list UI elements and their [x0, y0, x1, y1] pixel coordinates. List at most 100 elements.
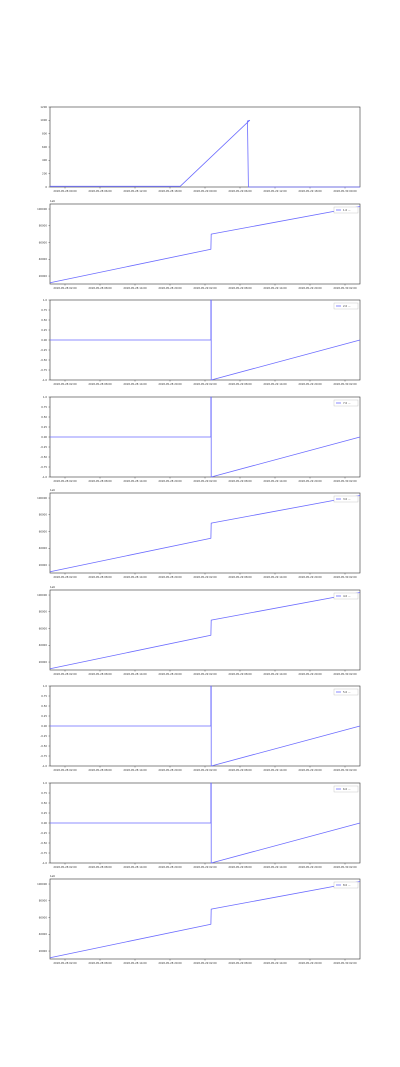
- y-tick-label: 40000: [39, 546, 48, 550]
- y-tick-label: -0.50: [40, 744, 47, 748]
- x-tick-label: 2018-05-29 14:00: [263, 672, 287, 676]
- plot-frame: [49, 106, 361, 188]
- x-tick-label: 2018-05-28 08:00: [88, 865, 112, 869]
- y-tick-label: 0.00: [41, 338, 47, 342]
- x-tick-label: 2018-05-28 08:00: [88, 382, 112, 386]
- series-line-1: [49, 495, 361, 573]
- chart-panel-8: 1.0 0.75 0.50 0.25 0.00 -0.25 -0.50 -0.75 -1.0 20…: [40, 781, 361, 869]
- plot-frame: [49, 203, 361, 285]
- y-tick-label: 800: [42, 132, 47, 136]
- y-tick-label: 20000: [39, 274, 48, 278]
- x-tick-label: 2018-05-29 20:00: [298, 286, 322, 290]
- x-tick-label: 2018-05-28 14:00: [123, 768, 147, 772]
- x-tick-label: 2018-05-28 08:00: [88, 479, 112, 483]
- y-tick-label: 0.75: [41, 308, 47, 312]
- x-tick-label: 2018-05-30 02:00: [333, 575, 357, 579]
- x-tick-label: 2018-05-28 20:00: [158, 768, 182, 772]
- y-tick-label: 60000: [39, 240, 48, 244]
- x-tick-label: 2018-05-28 14:00: [123, 286, 147, 290]
- y-tick-label: 600: [42, 145, 47, 149]
- x-tick-label: 2018-05-29 06:00: [228, 189, 252, 193]
- x-tick-label: 2018-05-28 02:00: [53, 865, 77, 869]
- x-tick-label: 2018-05-29 20:00: [298, 961, 322, 965]
- y-tick-label: -1.0: [42, 378, 47, 382]
- legend-box: [333, 688, 359, 696]
- legend-label: 2.0 ...: [343, 304, 351, 308]
- x-tick-label: 2018-05-29 14:00: [263, 961, 287, 965]
- x-tick-label: 2018-05-29 02:00: [193, 479, 217, 483]
- x-tick-label: 2018-05-30 02:00: [333, 479, 357, 483]
- legend-label: 8.0 ...: [343, 883, 351, 887]
- y-tick-label: 40000: [39, 257, 48, 261]
- y-tick-label: 40000: [39, 932, 48, 936]
- y-tick-label: 0.75: [41, 405, 47, 409]
- chart-panel-1: 0 200 400 600 800 1000 1200 2018-05-28 00:00 201…: [40, 105, 361, 193]
- x-tick-label: 2018-05-30 00:00: [333, 189, 357, 193]
- y-tick-label: 0.50: [41, 415, 47, 419]
- y-tick-label: -0.25: [40, 445, 47, 449]
- y-tick-label: 1.0: [43, 395, 47, 399]
- x-tick-label: 2018-05-29 02:00: [193, 768, 217, 772]
- y-tick-label: 0.25: [41, 425, 47, 429]
- series-line-1: [50, 119, 360, 188]
- y-tick-label: 100000: [37, 882, 47, 886]
- series-line-1: [49, 881, 361, 959]
- x-tick-label: 2018-05-30 02:00: [333, 768, 357, 772]
- x-tick-label: 2018-05-29 20:00: [298, 479, 322, 483]
- legend-box: [333, 495, 359, 503]
- x-tick-label: 2018-05-29 18:00: [298, 189, 322, 193]
- y-tick-label: 1200: [40, 105, 47, 109]
- legend-box: [333, 592, 359, 600]
- x-tick-label: 2018-05-28 08:00: [88, 286, 112, 290]
- y-tick-label: 0.50: [41, 704, 47, 708]
- x-tick-label: 2018-05-28 08:00: [88, 961, 112, 965]
- y-tick-label: 20000: [39, 563, 48, 567]
- x-tick-label: 2018-05-29 02:00: [193, 672, 217, 676]
- x-tick-label: 2018-05-28 20:00: [158, 865, 182, 869]
- series-line-1: [49, 206, 361, 284]
- x-tick-label: 2018-05-28 14:00: [123, 382, 147, 386]
- y-tick-label: 1.0: [43, 298, 47, 302]
- x-tick-label: 2018-05-28 18:00: [158, 189, 182, 193]
- legend-label: 5.0 ...: [343, 690, 351, 694]
- x-tick-label: 2018-05-28 14:00: [123, 865, 147, 869]
- y-tick-label: 1000: [40, 118, 47, 122]
- plot-frame: [49, 878, 361, 960]
- chart-panel-9: 1e6 20000 40000 60000 80000 100000 2018-05-28 …: [37, 874, 361, 965]
- y-tick-label: 100000: [37, 207, 47, 211]
- x-tick-label: 2018-05-29 08:00: [228, 286, 252, 290]
- x-tick-label: 2018-05-28 02:00: [53, 961, 77, 965]
- legend-label: 4.0 ...: [343, 594, 351, 598]
- offset-text: 1e6: [50, 199, 55, 203]
- y-tick-label: 0.00: [41, 435, 47, 439]
- x-tick-label: 2018-05-28 12:00: [123, 189, 147, 193]
- x-tick-label: 2018-05-28 20:00: [158, 382, 182, 386]
- x-tick-label: 2018-05-29 14:00: [263, 479, 287, 483]
- y-tick-label: -1.0: [42, 861, 47, 865]
- y-tick-label: 20000: [39, 949, 48, 953]
- y-tick-label: -0.25: [40, 831, 47, 835]
- y-tick-label: -0.25: [40, 348, 47, 352]
- x-tick-label: 2018-05-28 00:00: [53, 189, 77, 193]
- y-tick-label: -0.25: [40, 734, 47, 738]
- x-tick-label: 2018-05-29 14:00: [263, 382, 287, 386]
- x-tick-label: 2018-05-28 14:00: [123, 672, 147, 676]
- legend-box: [333, 785, 359, 793]
- chart-panel-3: 1.0 0.75 0.50 0.25 0.00 -0.25 -0.50 -0.75 -1.0 20…: [40, 298, 361, 386]
- x-tick-label: 2018-05-29 20:00: [298, 672, 322, 676]
- x-tick-label: 2018-05-28 02:00: [53, 672, 77, 676]
- series-line-1: [50, 396, 361, 478]
- chart-panel-2: 1e6 20000 40000 60000 80000 100000 2018-05-28 …: [37, 199, 361, 290]
- x-tick-label: 2018-05-30 02:00: [333, 672, 357, 676]
- chart-panel-7: 1.0 0.75 0.50 0.25 0.00 -0.25 -0.50 -0.75 -1.0 20…: [40, 684, 361, 772]
- plot-frame: [49, 492, 361, 574]
- y-tick-label: 80000: [39, 513, 48, 517]
- x-tick-label: 2018-05-28 02:00: [53, 286, 77, 290]
- y-tick-label: 0.25: [41, 811, 47, 815]
- y-tick-label: -0.75: [40, 465, 47, 469]
- y-tick-label: 100000: [37, 593, 47, 597]
- x-tick-label: 2018-05-29 00:00: [193, 189, 217, 193]
- x-tick-label: 2018-05-29 14:00: [263, 286, 287, 290]
- x-tick-label: 2018-05-29 08:00: [228, 479, 252, 483]
